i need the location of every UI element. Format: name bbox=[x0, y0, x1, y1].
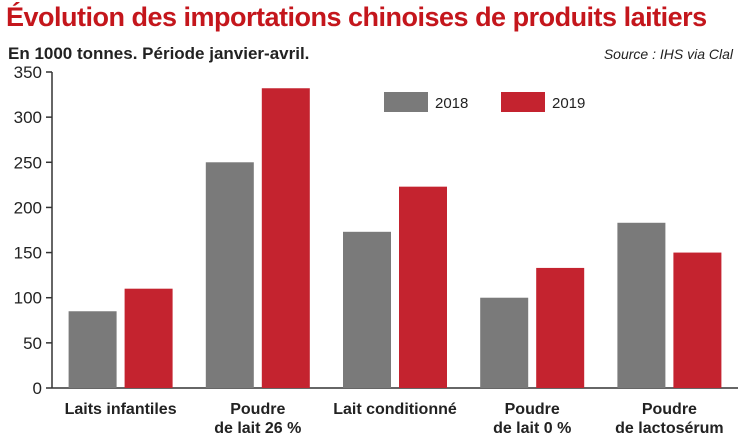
chart-title: Évolution des importations chinoises de … bbox=[6, 2, 707, 32]
y-tick-label: 0 bbox=[33, 379, 42, 398]
x-category-label: de lactosérum bbox=[615, 420, 723, 437]
chart-source: Source : IHS via Clal bbox=[603, 46, 733, 62]
x-category-label: Poudre bbox=[230, 401, 285, 418]
legend-swatch-2018 bbox=[384, 92, 428, 112]
chart-subtitle: En 1000 tonnes. Période janvier-avril. bbox=[8, 44, 310, 63]
bar-2018-4 bbox=[617, 222, 666, 388]
y-tick-label: 350 bbox=[14, 63, 42, 82]
legend-label-2019: 2019 bbox=[552, 95, 585, 112]
x-category-label: Poudre bbox=[642, 401, 697, 418]
y-tick-label: 50 bbox=[23, 334, 42, 353]
x-category-label: Lait conditionné bbox=[333, 401, 457, 418]
x-category-label: Laits infantiles bbox=[65, 401, 177, 418]
y-tick-label: 100 bbox=[14, 289, 42, 308]
x-category-label: de lait 0 % bbox=[493, 420, 571, 437]
y-tick-label: 200 bbox=[14, 198, 42, 217]
bar-2018-2 bbox=[343, 231, 391, 388]
y-tick-label: 300 bbox=[14, 108, 42, 127]
y-tick-label: 250 bbox=[14, 153, 42, 172]
legend-swatch-2019 bbox=[501, 92, 545, 112]
bar-2019-0 bbox=[124, 288, 173, 388]
bar-2018-3 bbox=[480, 297, 529, 388]
x-category-label: de lait 26 % bbox=[214, 420, 301, 437]
bar-2019-1 bbox=[261, 88, 310, 388]
bar-2019-2 bbox=[399, 186, 447, 388]
bar-2018-0 bbox=[68, 311, 117, 388]
bar-2018-1 bbox=[205, 162, 254, 388]
bar-2019-3 bbox=[536, 267, 585, 388]
legend-label-2018: 2018 bbox=[435, 95, 468, 112]
bar-2019-4 bbox=[673, 252, 722, 388]
x-category-label: Poudre bbox=[505, 401, 560, 418]
y-tick-label: 150 bbox=[14, 244, 42, 263]
